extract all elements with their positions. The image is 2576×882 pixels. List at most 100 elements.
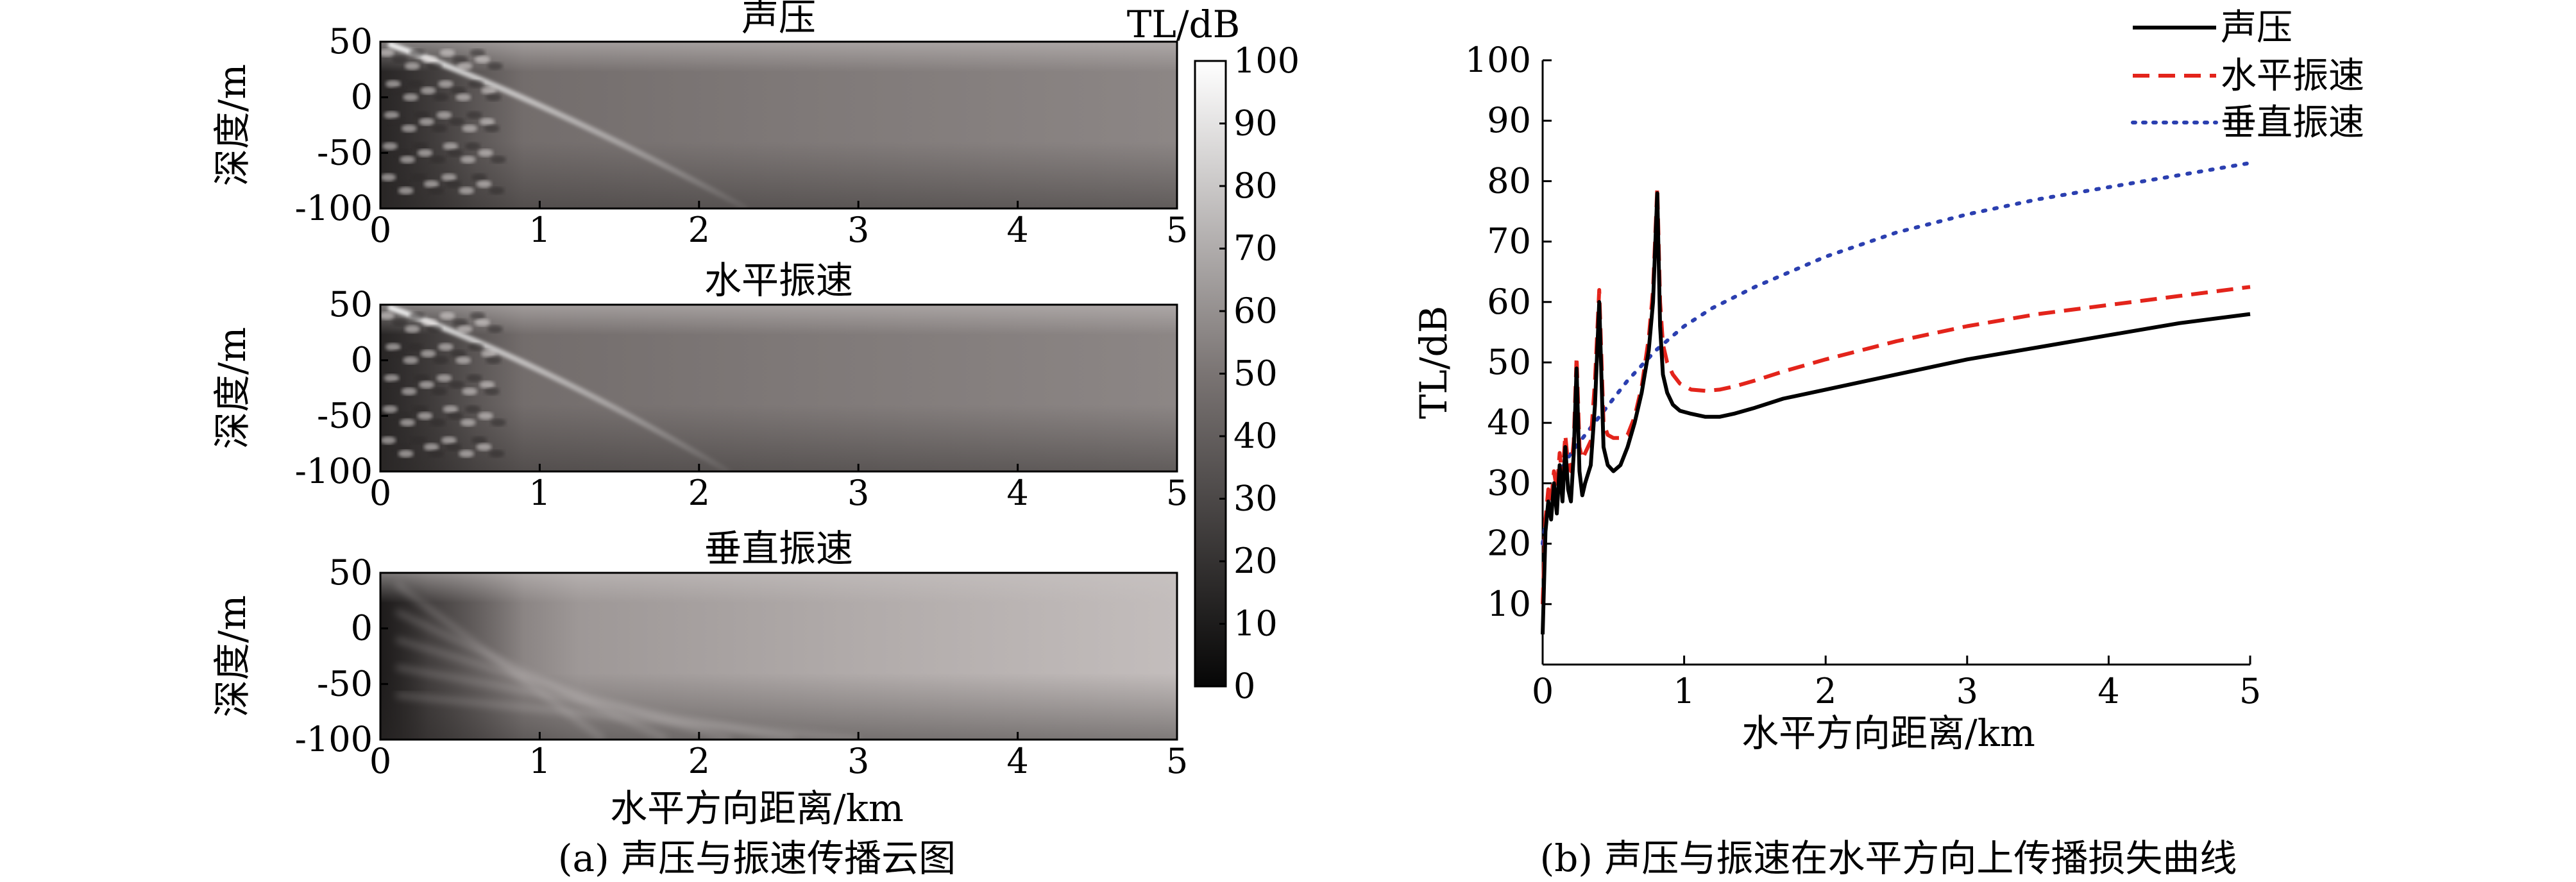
- x-tick-label: 2: [688, 210, 710, 250]
- x-tick-label: 5: [1166, 741, 1188, 781]
- interference-blob: [382, 142, 398, 150]
- interference-blob: [437, 343, 453, 351]
- interference-blob: [447, 149, 463, 157]
- colorbar-tick-label: 90: [1233, 103, 1278, 144]
- interference-blob: [455, 356, 471, 364]
- interference-blob: [477, 149, 493, 157]
- y-tick-label: 0: [351, 608, 373, 649]
- interference-blob: [385, 80, 401, 88]
- interference-blob: [412, 405, 428, 413]
- x-tick-label: 0: [1532, 671, 1554, 711]
- x-tick-label: 1: [1673, 671, 1695, 711]
- interference-blob: [447, 412, 463, 420]
- x-tick-label: 1: [529, 210, 550, 250]
- interference-blob: [400, 155, 416, 164]
- x-tick-label: 4: [1006, 741, 1028, 781]
- colorbar-tick-label: 0: [1233, 666, 1255, 706]
- y-tick-label: 80: [1487, 160, 1531, 201]
- interference-blob: [490, 155, 506, 164]
- interference-blob: [393, 180, 409, 188]
- interference-blob: [436, 374, 452, 382]
- x-tick-label: 3: [847, 741, 869, 781]
- interference-blob: [471, 436, 487, 445]
- x-tick-label: 4: [1006, 473, 1028, 513]
- y-tick-label: 40: [1487, 402, 1531, 443]
- interference-blob: [403, 93, 419, 101]
- interference-blob: [477, 412, 493, 420]
- x-tick-label: 5: [1166, 210, 1188, 250]
- interference-blob: [388, 117, 404, 126]
- interference-blob: [391, 318, 407, 327]
- x-tick-label: 1: [529, 473, 550, 513]
- interference-blob: [436, 111, 452, 119]
- subplot-frame: [379, 303, 1178, 473]
- interference-blob: [470, 312, 486, 320]
- x-tick-label: 3: [1956, 671, 1978, 711]
- heatmap-field: [380, 305, 1177, 471]
- interference-blob: [380, 49, 394, 57]
- interference-blob: [398, 450, 414, 458]
- colorbar-tick-label: 100: [1233, 40, 1300, 81]
- interference-blob: [452, 318, 468, 327]
- y-tick-label: 60: [1487, 282, 1531, 322]
- panel-b-caption: (b) 声压与振速在水平方向上传播损失曲线: [1540, 836, 2237, 880]
- interference-blob: [401, 387, 417, 396]
- interference-blob: [471, 173, 487, 182]
- colorbar-tick-label: 70: [1233, 228, 1278, 269]
- interference-blob: [409, 49, 425, 57]
- interference-blob: [474, 55, 490, 64]
- interference-blob: [487, 62, 503, 71]
- panel-b-xlabel: 水平方向距离/km: [1741, 711, 2035, 755]
- colorbar-tick-label: 20: [1233, 541, 1278, 581]
- colorbar-label: TL/dB: [1127, 3, 1241, 46]
- x-tick-label: 0: [369, 741, 391, 781]
- x-tick-label: 2: [688, 741, 710, 781]
- y-tick-label: 30: [1487, 462, 1531, 503]
- interference-blob: [460, 418, 476, 427]
- interference-blob: [419, 380, 435, 389]
- interference-blob: [457, 62, 473, 71]
- interference-blob: [462, 387, 478, 396]
- interference-blob: [462, 124, 478, 133]
- interference-blob: [479, 380, 495, 389]
- x-tick-label: 4: [2097, 671, 2119, 711]
- interference-blob: [398, 187, 414, 195]
- x-tick-label: 5: [2239, 671, 2261, 711]
- interference-blob: [411, 173, 427, 182]
- interference-blob: [419, 117, 435, 126]
- x-tick-label: 3: [847, 473, 869, 513]
- y-tick-label: 0: [351, 340, 373, 380]
- colorbar-tick-label: 60: [1233, 291, 1278, 331]
- y-tick-label: -50: [317, 395, 373, 436]
- interference-blob: [412, 142, 428, 150]
- panel-a-xlabel: 水平方向距离/km: [610, 786, 904, 830]
- y-tick-label: 50: [328, 21, 373, 62]
- interference-blob: [430, 155, 446, 164]
- panel-b-ylabel: TL/dB: [1412, 306, 1455, 420]
- x-tick-label: 2: [1815, 671, 1836, 711]
- interference-blob: [459, 187, 475, 195]
- subplot-title: 水平振速: [704, 259, 853, 302]
- x-tick-label: 5: [1166, 473, 1188, 513]
- interference-blob: [459, 450, 475, 458]
- subplot-frame: [379, 572, 1178, 741]
- interference-blob: [407, 343, 423, 351]
- interference-blob: [443, 142, 459, 150]
- interference-blob: [479, 117, 495, 126]
- y-tick-label: 50: [328, 284, 373, 325]
- interference-blob: [446, 180, 462, 188]
- interference-blob: [439, 49, 455, 57]
- interference-blob: [449, 117, 465, 126]
- y-tick-label: -100: [295, 719, 373, 759]
- interference-blob: [403, 356, 419, 364]
- interference-blob: [441, 173, 457, 182]
- interference-blob: [414, 111, 430, 119]
- interference-blob: [480, 350, 496, 358]
- heatmap-field: [380, 42, 1177, 208]
- interference-blob: [489, 187, 505, 195]
- interference-blob: [427, 325, 443, 334]
- series-horizontal-velocity: [1541, 185, 2251, 604]
- interference-blob: [466, 111, 482, 119]
